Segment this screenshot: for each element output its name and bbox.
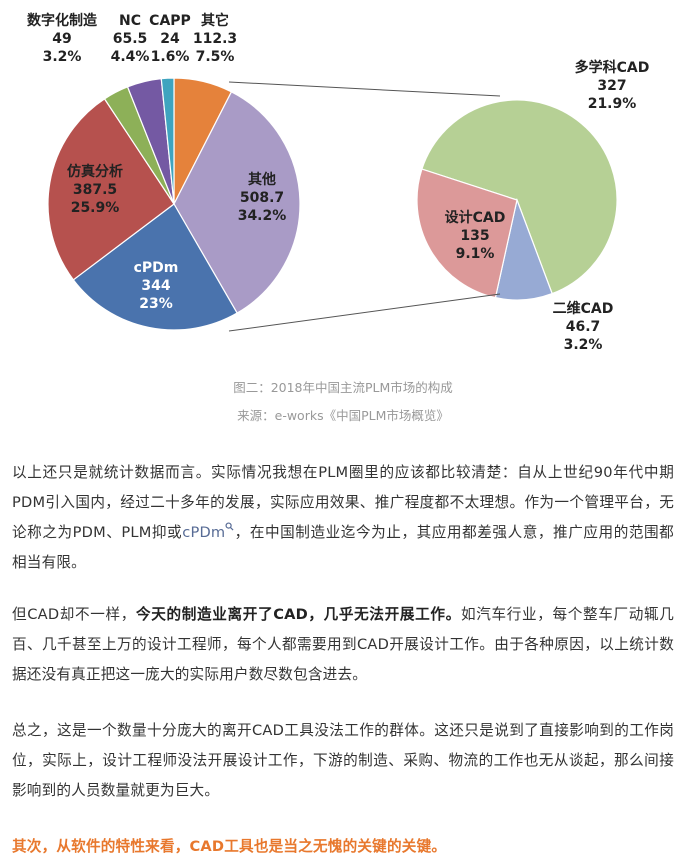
paragraph-3: 总之，这是一个数量十分庞大的离开CAD工具没法工作的群体。这还只是说到了直接影响… bbox=[12, 722, 674, 799]
label-digital-manufacturing: 数字化制造 49 3.2% bbox=[27, 12, 97, 65]
label-design-cad: 设计CAD 135 9.1% bbox=[445, 209, 506, 262]
main-slice-2 bbox=[72, 203, 238, 331]
connector-line-bottom bbox=[228, 293, 501, 332]
sub-slice-0 bbox=[421, 99, 618, 295]
label-cpdm: cPDm 344 23% bbox=[134, 260, 179, 312]
label-capp: CAPP 24 1.6% bbox=[149, 13, 191, 65]
paragraph-1-text-a: 以上还只是就统计数据而言。实际情况我想在PLM圈里的应该都比较清楚：自从上世纪9… bbox=[12, 464, 674, 541]
label-2d-cad: 二维CAD 46.7 3.2% bbox=[553, 300, 614, 353]
plm-market-pie-chart: 数字化制造 49 3.2% NC 65.5 4.4%CAPP 24 1.6%其它 112.3 7.… bbox=[27, 12, 649, 353]
main-pie bbox=[47, 77, 301, 331]
search-icon[interactable] bbox=[225, 522, 234, 531]
paragraph-2-bold: 今天的制造业离开了CAD，几乎无法开展工作。 bbox=[135, 606, 461, 623]
paragraph-1: 以上还只是就统计数据而言。实际情况我想在PLM圈里的应该都比较清楚：自从上世纪9… bbox=[12, 458, 674, 578]
label-simulation: 仿真分析 387.5 25.9% bbox=[67, 163, 123, 216]
paragraph-2-text-b: 如汽车行业，每个整车厂动辄几百、几千甚至上万的设计工程师，每个人都需要用到CAD… bbox=[12, 606, 674, 683]
main-slice-3 bbox=[47, 98, 175, 281]
label-multidiscipline-cad: 多学科CAD 327 21.9% bbox=[575, 59, 650, 112]
label-qita-1: 其它 112.3 7.5% bbox=[193, 12, 237, 65]
connector-line-top bbox=[228, 81, 501, 97]
figure-source: 来源：e-works《中国PLM市场概览》 bbox=[237, 408, 449, 423]
label-qita-2: 其他 508.7 34.2% bbox=[238, 171, 287, 224]
paragraph-2: 但CAD却不一样，今天的制造业离开了CAD，几乎无法开展工作。如汽车行业，每个整… bbox=[12, 600, 674, 690]
main-slice-6 bbox=[160, 77, 175, 205]
sub-slice-2 bbox=[416, 168, 518, 299]
figure-caption: 图二：2018年中国主流PLM市场的构成 bbox=[233, 380, 453, 395]
paragraph-2-text-a: 但CAD却不一样， bbox=[12, 606, 136, 623]
chart-labels: 数字化制造 49 3.2% NC 65.5 4.4%CAPP 24 1.6%其它 112.3 7.… bbox=[27, 12, 649, 353]
cpdm-link-text[interactable]: cPDm bbox=[182, 524, 226, 541]
cad-breakdown-pie bbox=[416, 99, 618, 301]
cpdm-search-link[interactable]: cPDm bbox=[182, 522, 234, 541]
label-nc: NC 65.5 4.4% bbox=[111, 13, 150, 65]
paragraph-1-text-b: ，在中国制造业迄今为止，其应用都差强人意，推广应用的范围都相当有限。 bbox=[12, 524, 674, 571]
highlight-paragraph: 其次，从软件的特性来看，CAD工具也是当之无愧的关键的关键。 bbox=[12, 838, 447, 855]
